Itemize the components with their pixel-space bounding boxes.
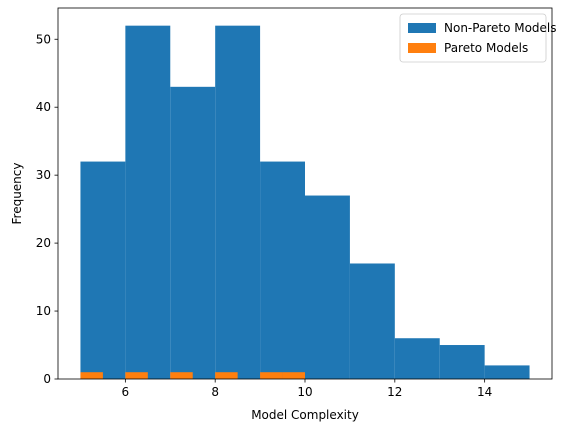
pareto-bar-6 bbox=[215, 372, 238, 379]
non-pareto-bar-9 bbox=[484, 365, 530, 379]
non-pareto-bar-0 bbox=[80, 161, 126, 379]
y-tick-label: 50 bbox=[36, 32, 51, 46]
non-pareto-bar-8 bbox=[439, 345, 485, 379]
x-tick-label: 10 bbox=[297, 385, 312, 399]
pareto-bar-9 bbox=[282, 372, 305, 379]
ticks-layer: 6 8 10 12 14 0 10 20 30 40 50 bbox=[36, 32, 493, 399]
y-tick-label: 20 bbox=[36, 236, 51, 250]
non-pareto-bar-7 bbox=[394, 338, 440, 379]
non-pareto-bar-4 bbox=[260, 161, 305, 379]
x-axis-label: Model Complexity bbox=[251, 408, 359, 422]
non-pareto-bar-2 bbox=[170, 86, 216, 380]
legend-swatch-0 bbox=[408, 23, 436, 33]
legend-swatch-1 bbox=[408, 43, 436, 53]
y-tick-label: 40 bbox=[36, 100, 51, 114]
pareto-bar-0 bbox=[80, 372, 103, 379]
non-pareto-bar-5 bbox=[305, 195, 350, 379]
y-axis-label: Frequency bbox=[10, 163, 24, 225]
y-tick-label: 10 bbox=[36, 304, 51, 318]
y-tick-label: 0 bbox=[43, 372, 51, 386]
y-tick-label: 30 bbox=[36, 168, 51, 182]
x-tick-label: 6 bbox=[122, 385, 130, 399]
x-tick-label: 8 bbox=[211, 385, 219, 399]
legend-label-1: Pareto Models bbox=[444, 41, 528, 55]
non-pareto-bar-3 bbox=[215, 25, 261, 380]
legend: Non-Pareto Models Pareto Models bbox=[399, 13, 557, 63]
x-tick-label: 14 bbox=[477, 385, 492, 399]
non-pareto-bar-1 bbox=[125, 25, 171, 380]
pareto-bar-8 bbox=[260, 372, 283, 379]
x-tick-label: 12 bbox=[387, 385, 402, 399]
bars-layer bbox=[80, 25, 530, 380]
pareto-bar-2 bbox=[125, 372, 148, 379]
non-pareto-bar-6 bbox=[349, 263, 395, 379]
pareto-bar-4 bbox=[170, 372, 193, 379]
legend-label-0: Non-Pareto Models bbox=[444, 21, 557, 35]
legend-box bbox=[399, 13, 547, 63]
